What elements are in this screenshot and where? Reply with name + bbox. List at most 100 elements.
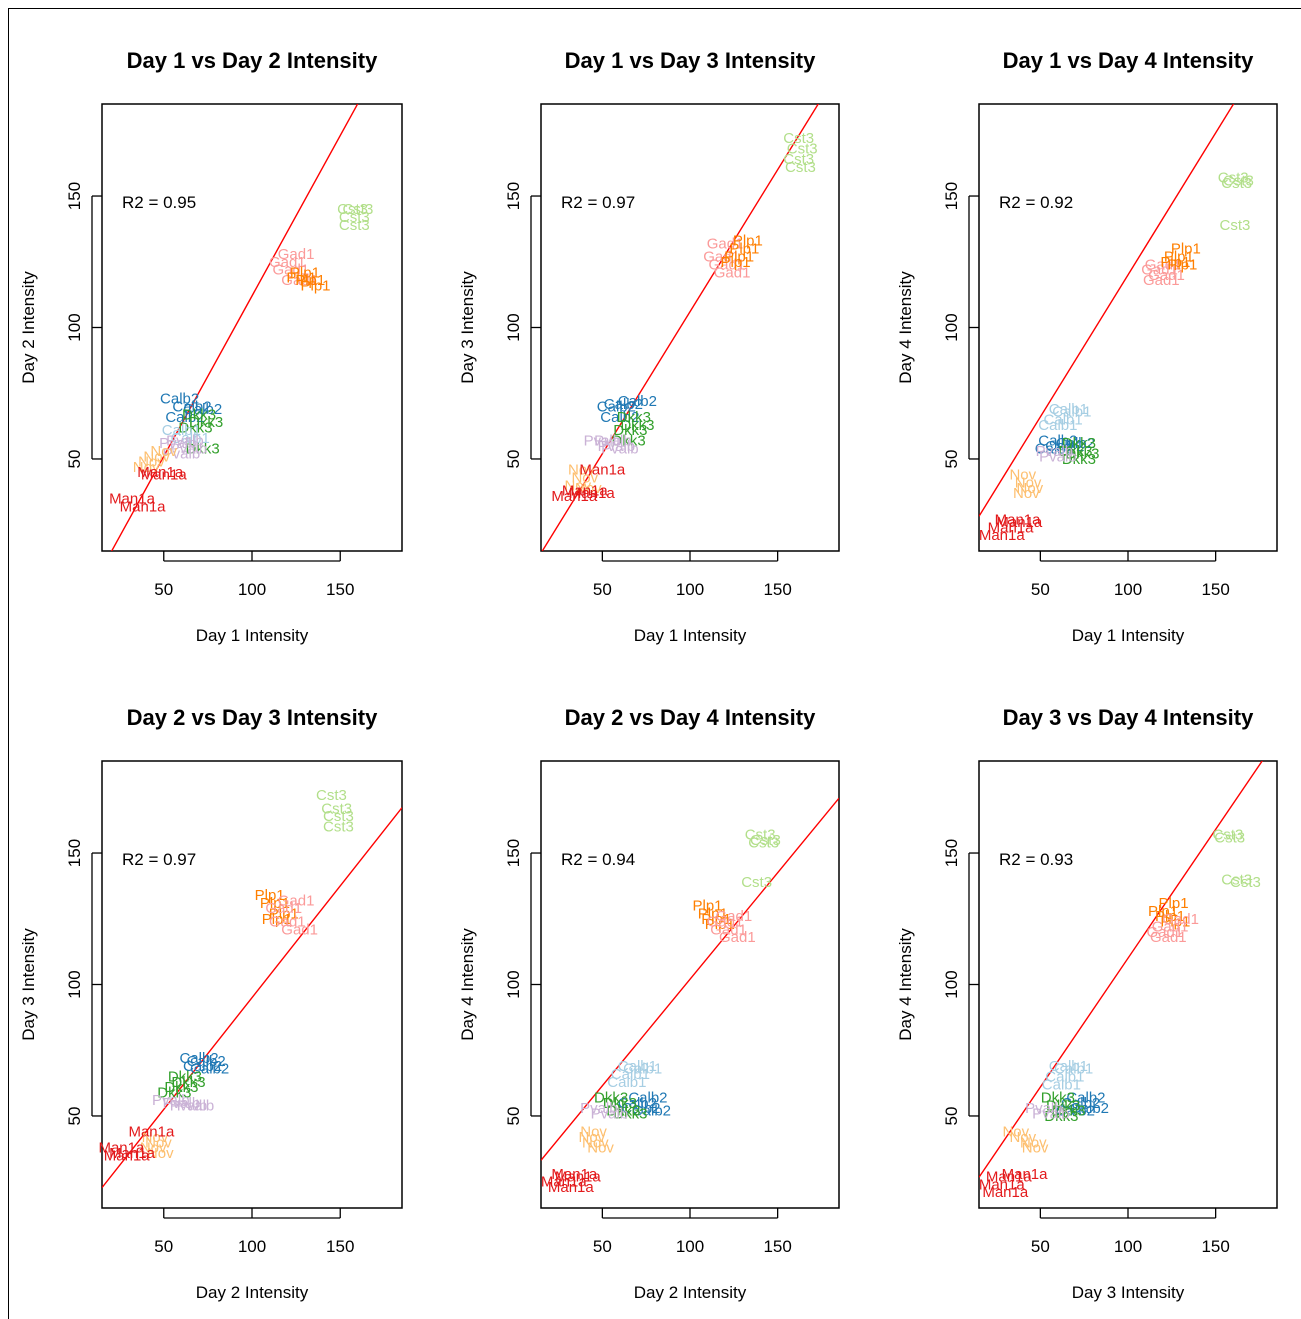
data-point-label: Calb2	[597, 398, 636, 415]
data-point-label: Pvalb	[159, 435, 197, 452]
data-point-label: Gad1	[715, 908, 752, 925]
r2-annotation: R2 = 0.97	[122, 850, 196, 869]
data-point-label: Calb2	[165, 409, 204, 426]
data-point-label: Calb1	[1044, 412, 1083, 429]
fit-line	[102, 807, 402, 1189]
x-tick-label: 150	[326, 580, 354, 599]
data-point-label: Dkk3	[178, 419, 212, 436]
y-tick-label: 150	[504, 839, 523, 867]
r2-annotation: R2 = 0.92	[999, 193, 1073, 212]
chart-title: Day 1 vs Day 2 Intensity	[127, 48, 378, 73]
data-point-label: Cst3	[337, 201, 368, 218]
data-point-label: Gad1	[719, 929, 756, 946]
data-point-label: Dkk3	[1058, 443, 1092, 460]
data-point-label: Nov	[578, 1129, 605, 1146]
data-point-label: Cst3	[339, 209, 370, 226]
y-tick-label: 100	[65, 970, 84, 998]
y-axis-label: Day 4 Intensity	[458, 928, 477, 1041]
data-point-label: Calb2	[1038, 433, 1077, 450]
data-point-label: Nov	[145, 1134, 172, 1151]
data-point-label: Plp1	[1167, 256, 1197, 273]
data-point-label: Dkk3	[603, 1095, 637, 1112]
data-point-label: Pvalb	[170, 1097, 208, 1114]
y-tick-label: 50	[65, 450, 84, 469]
data-point-label: Plp1	[721, 254, 751, 271]
data-point-label: Man1a	[137, 464, 184, 481]
y-axis-label: Day 2 Intensity	[19, 271, 38, 384]
chart-panel: Day 1 vs Day 3 Intensity 50 100 150 50 100 150…	[458, 48, 840, 645]
x-tick-label: 100	[676, 1237, 704, 1256]
data-point-label: Man1a	[120, 498, 167, 515]
x-tick-label: 150	[763, 580, 791, 599]
data-point-label: Man1a	[979, 1176, 1026, 1193]
x-tick-label: 150	[1201, 1237, 1229, 1256]
data-point-label: Gad1	[269, 913, 306, 930]
data-point-label: Cst3	[323, 819, 354, 836]
data-point-label: Plp1	[733, 233, 763, 250]
r2-annotation: R2 = 0.93	[999, 850, 1073, 869]
data-point-label: Cst3	[1221, 175, 1252, 192]
data-point-label: Calb1	[623, 1061, 662, 1078]
data-point-label: Man1a	[995, 511, 1042, 528]
data-point-label: Man1a	[986, 1168, 1033, 1185]
x-tick-label: 100	[676, 580, 704, 599]
x-tick-label: 150	[326, 1237, 354, 1256]
plot-box	[101, 103, 403, 552]
data-point-label: Calb2	[1045, 438, 1084, 455]
data-point-label: Calb1	[1045, 1069, 1084, 1086]
data-point-label: Plp1	[1160, 254, 1190, 271]
data-point-label: Man1a	[109, 490, 156, 507]
x-tick-label: 150	[1201, 580, 1229, 599]
data-point-label: Man1a	[1002, 1166, 1049, 1183]
x-axis-label: Day 2 Intensity	[634, 1283, 747, 1302]
data-point-label: Dkk3	[157, 1084, 191, 1101]
data-point-label: Dkk3	[1062, 451, 1096, 468]
data-point-label: Cst3	[1230, 874, 1261, 891]
data-point-label: Cst3	[1212, 827, 1243, 844]
data-point-label: Pvalb	[163, 446, 201, 463]
data-point-label: Dkk3	[1044, 1108, 1078, 1125]
data-point-label: Calb2	[604, 396, 643, 413]
data-point-label: Calb2	[172, 398, 211, 415]
fit-line	[979, 104, 1235, 517]
data-point-label: Plp1	[1171, 241, 1201, 258]
y-tick-label: 50	[504, 450, 523, 469]
data-point-label: Man1a	[988, 519, 1035, 536]
data-point-label: Gad1	[1150, 929, 1187, 946]
data-point-label: Nov	[138, 454, 165, 471]
data-point-label: Dkk3	[1046, 1097, 1080, 1114]
data-point-label: Man1a	[555, 1168, 602, 1185]
data-point-label: Dkk3	[1041, 1090, 1075, 1107]
data-point-label: Nov	[147, 1145, 174, 1162]
data-point-label: Man1a	[579, 461, 626, 478]
data-point-label: Nov	[140, 1140, 167, 1157]
data-point-label: Nov	[580, 1124, 607, 1141]
data-point-label: Calb1	[171, 430, 210, 447]
data-point-label: Nov	[564, 477, 591, 494]
data-point-label: Nov	[587, 1140, 614, 1157]
data-point-label: Man1a	[982, 1184, 1029, 1201]
chart-title: Day 1 vs Day 3 Intensity	[565, 48, 816, 73]
r2-annotation: R2 = 0.97	[561, 193, 635, 212]
y-axis-label: Day 3 Intensity	[19, 928, 38, 1041]
data-point-label: Gad1	[707, 235, 744, 252]
data-point-label: Plp1	[724, 249, 754, 266]
data-point-label: Plp1	[301, 277, 331, 294]
data-point-label: Man1a	[979, 527, 1026, 544]
data-point-label: Gad1	[1162, 911, 1199, 928]
data-point-label: Plp1	[705, 916, 735, 933]
data-point-label: Dkk3	[164, 1079, 198, 1096]
data-point-label: Plp1	[262, 911, 292, 928]
r2-annotation: R2 = 0.95	[122, 193, 196, 212]
data-point-label: Cst3	[750, 832, 781, 849]
data-point-label: Calb1	[162, 422, 201, 439]
data-point-label: Man1a	[996, 514, 1043, 531]
data-point-label: Nov	[133, 459, 160, 476]
data-point-label: Plp1	[701, 911, 731, 928]
data-point-label: Man1a	[551, 1166, 598, 1183]
chart-panel: Day 2 vs Day 3 Intensity 50 100 150 50 100 150…	[19, 705, 403, 1302]
y-tick-label: 150	[65, 182, 84, 210]
y-tick-label: 150	[65, 839, 84, 867]
data-point-label: Calb1	[618, 1058, 657, 1075]
data-point-label: Calb2	[621, 1100, 660, 1117]
